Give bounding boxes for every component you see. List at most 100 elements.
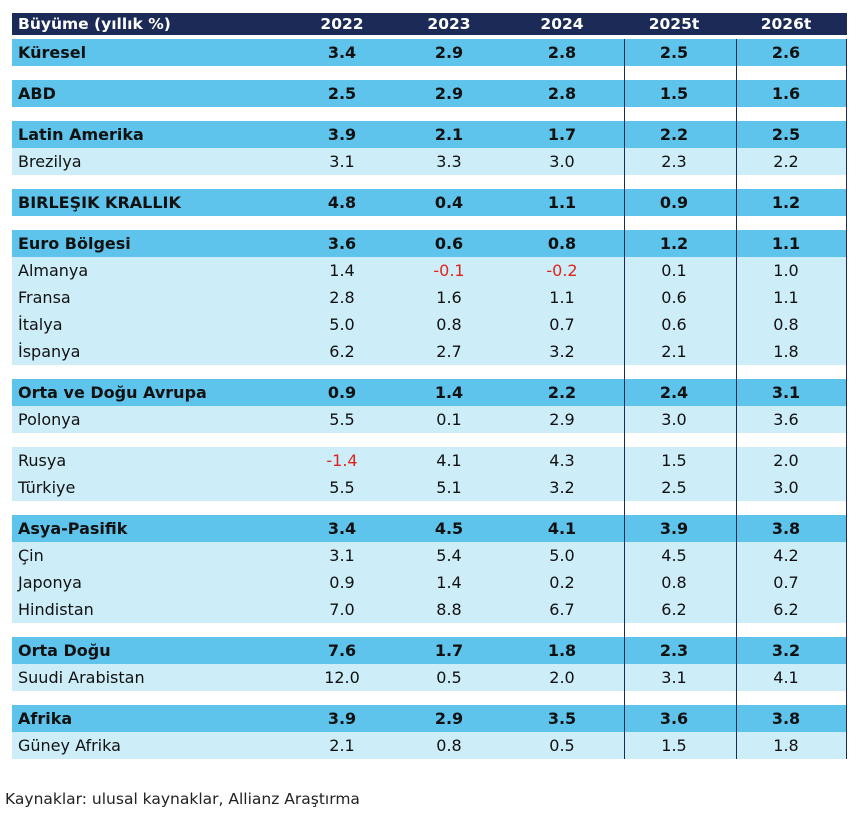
value-2025t: 2.1 xyxy=(661,342,687,361)
value-2022: 3.9 xyxy=(327,709,357,728)
country-name: Japonya xyxy=(18,573,82,592)
value-2024: 4.3 xyxy=(549,451,575,470)
value-2025t: 2.4 xyxy=(659,383,689,402)
value-2024: 3.5 xyxy=(547,709,577,728)
value-2024: 0.5 xyxy=(549,736,575,755)
value-2023: 2.7 xyxy=(436,342,462,361)
value-2026t: 4.2 xyxy=(773,546,799,565)
country-row: Brezilya 3.1 3.3 3.0 2.3 2.2 xyxy=(12,148,847,175)
value-2024: 2.9 xyxy=(549,410,575,429)
value-2023: 2.9 xyxy=(434,43,464,62)
value-2025t: 0.6 xyxy=(661,315,687,334)
region-row: Orta Doğu 7.6 1.7 1.8 2.3 3.2 xyxy=(12,637,847,664)
value-2022: 5.5 xyxy=(329,410,355,429)
country-row: Hindistan 7.0 8.8 6.7 6.2 6.2 xyxy=(12,596,847,623)
year-2023-header: 2023 xyxy=(427,15,471,33)
value-2026t: 1.8 xyxy=(773,342,799,361)
region-name: BIRLEŞIK KRALLIK xyxy=(18,193,181,212)
group-spacer xyxy=(12,433,847,447)
group-spacer xyxy=(12,691,847,705)
value-2023: 3.3 xyxy=(436,152,462,171)
country-name: Rusya xyxy=(18,451,67,470)
value-2025t: 2.3 xyxy=(659,641,689,660)
value-2025t: 0.1 xyxy=(661,261,687,280)
value-2026t: 2.5 xyxy=(771,125,801,144)
value-2025t: 1.5 xyxy=(659,84,689,103)
value-2023: 4.5 xyxy=(434,519,464,538)
value-2022: 3.4 xyxy=(327,519,357,538)
value-2022: 3.1 xyxy=(329,546,355,565)
country-name: İtalya xyxy=(18,315,63,334)
value-2026t: 3.2 xyxy=(771,641,801,660)
value-2026t: 1.6 xyxy=(771,84,801,103)
value-2024: 4.1 xyxy=(547,519,577,538)
value-2026t: 1.1 xyxy=(771,234,801,253)
group-spacer xyxy=(12,66,847,80)
region-name: Orta Doğu xyxy=(18,641,111,660)
value-2026t: 0.8 xyxy=(773,315,799,334)
region-name: Latin Amerika xyxy=(18,125,144,144)
value-2023: 2.1 xyxy=(434,125,464,144)
value-2024: -0.2 xyxy=(546,261,578,280)
value-2026t: 2.6 xyxy=(771,43,801,62)
value-2022: 2.8 xyxy=(329,288,355,307)
value-2026t: 2.0 xyxy=(773,451,799,470)
value-2022: 0.9 xyxy=(327,383,357,402)
group-spacer xyxy=(12,107,847,121)
country-row: Almanya 1.4 -0.1 -0.2 0.1 1.0 xyxy=(12,257,847,284)
table-header: Büyüme (yıllık %) 2022 2023 2024 2025t 2… xyxy=(12,13,847,35)
value-2022: 3.9 xyxy=(327,125,357,144)
forecast-column-divider xyxy=(846,39,847,759)
value-2024: 3.2 xyxy=(549,478,575,497)
value-2022: 5.5 xyxy=(329,478,355,497)
country-row: Fransa 2.8 1.6 1.1 0.6 1.1 xyxy=(12,284,847,311)
group-spacer xyxy=(12,365,847,379)
value-2025t: 6.2 xyxy=(661,600,687,619)
country-name: Brezilya xyxy=(18,152,82,171)
region-name: ABD xyxy=(18,84,56,103)
country-row: Güney Afrika 2.1 0.8 0.5 1.5 1.8 xyxy=(12,732,847,759)
value-2023: 0.6 xyxy=(434,234,464,253)
value-2024: 2.2 xyxy=(547,383,577,402)
country-name: Türkiye xyxy=(18,478,76,497)
value-2024: 3.2 xyxy=(549,342,575,361)
country-name: İspanya xyxy=(18,342,81,361)
region-row: Asya-Pasifik 3.4 4.5 4.1 3.9 3.8 xyxy=(12,515,847,542)
value-2025t: 2.5 xyxy=(659,43,689,62)
value-2024: 2.0 xyxy=(549,668,575,687)
value-2025t: 3.6 xyxy=(659,709,689,728)
value-2023: 0.5 xyxy=(436,668,462,687)
country-row: İtalya 5.0 0.8 0.7 0.6 0.8 xyxy=(12,311,847,338)
source-note: Kaynaklar: ulusal kaynaklar, Allianz Ara… xyxy=(5,790,360,808)
region-row: Euro Bölgesi 3.6 0.6 0.8 1.2 1.1 xyxy=(12,230,847,257)
country-row: Japonya 0.9 1.4 0.2 0.8 0.7 xyxy=(12,569,847,596)
value-2024: 6.7 xyxy=(549,600,575,619)
country-row: Çin 3.1 5.4 5.0 4.5 4.2 xyxy=(12,542,847,569)
value-2026t: 0.7 xyxy=(773,573,799,592)
value-2026t: 4.1 xyxy=(773,668,799,687)
region-name: Orta ve Doğu Avrupa xyxy=(18,383,207,402)
value-2023: 8.8 xyxy=(436,600,462,619)
value-2022: 7.6 xyxy=(327,641,357,660)
value-2026t: 3.6 xyxy=(773,410,799,429)
group-spacer xyxy=(12,216,847,230)
region-row: Orta ve Doğu Avrupa 0.9 1.4 2.2 2.4 3.1 xyxy=(12,379,847,406)
value-2022: 12.0 xyxy=(324,668,360,687)
table-body: Küresel 3.4 2.9 2.8 2.5 2.6 ABD 2.5 2.9 2.8 1.5 1.6… xyxy=(12,39,847,759)
value-2022: 0.9 xyxy=(329,573,355,592)
year-2022-header: 2022 xyxy=(320,15,364,33)
value-2025t: 1.5 xyxy=(661,736,687,755)
value-2023: 1.6 xyxy=(436,288,462,307)
value-2025t: 4.5 xyxy=(661,546,687,565)
value-2023: 1.4 xyxy=(434,383,464,402)
value-2025t: 3.9 xyxy=(659,519,689,538)
country-name: Polonya xyxy=(18,410,81,429)
value-2023: 2.9 xyxy=(434,709,464,728)
country-name: Çin xyxy=(18,546,44,565)
value-2026t: 1.1 xyxy=(773,288,799,307)
value-2022: -1.4 xyxy=(326,451,358,470)
value-2023: 0.4 xyxy=(434,193,464,212)
country-name: Suudi Arabistan xyxy=(18,668,145,687)
region-name: Asya-Pasifik xyxy=(18,519,128,538)
value-2025t: 3.0 xyxy=(661,410,687,429)
